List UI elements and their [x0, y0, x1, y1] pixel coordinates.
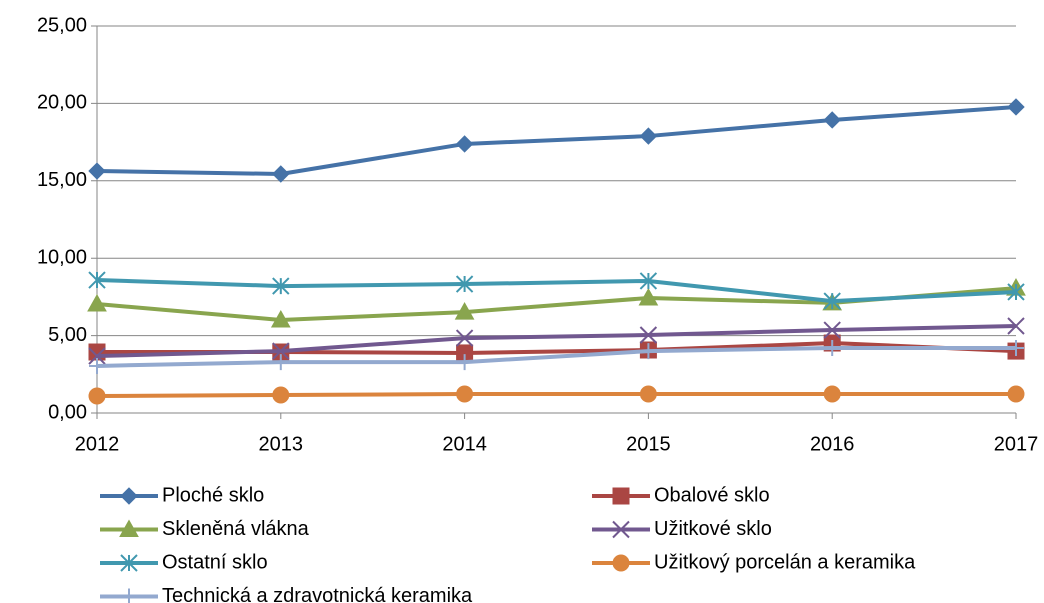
legend-label: Užitkové sklo: [654, 518, 772, 540]
data-point: [454, 302, 475, 320]
data-point: [824, 339, 841, 356]
x-tick-label: 2014: [442, 433, 487, 455]
data-point: [639, 326, 658, 344]
legend-marker: [612, 487, 630, 505]
series-line: [96, 391, 1016, 398]
data-point: [272, 342, 290, 360]
series-line: [96, 324, 1017, 359]
data-point: [272, 354, 289, 371]
data-point: [455, 329, 474, 347]
data-point: [823, 321, 841, 339]
x-tick-label: 2015: [626, 433, 671, 455]
y-tick-label: 15,00: [37, 169, 87, 191]
x-tick-label: 2012: [75, 433, 120, 455]
data-point: [88, 271, 106, 289]
data-point: [455, 275, 474, 293]
series-line: [96, 286, 1017, 322]
legend-marker: [120, 487, 138, 505]
x-tick-label: 2013: [259, 433, 304, 455]
y-tick-label: 10,00: [37, 246, 87, 268]
data-point: [639, 272, 658, 290]
data-point: [639, 385, 657, 403]
legend-label: Užitkový porcelán a keramika: [654, 551, 916, 573]
data-point: [639, 127, 658, 145]
legend-marker: [120, 554, 138, 572]
legend-label: Ploché sklo: [162, 484, 264, 506]
legend-label: Skleněná vlákna: [162, 518, 310, 540]
series-line: [96, 278, 1017, 304]
data-point: [270, 309, 291, 328]
data-point: [1007, 283, 1025, 301]
legend-label: Obalové sklo: [654, 484, 770, 506]
data-point: [88, 162, 106, 180]
data-point: [638, 287, 659, 306]
data-point: [456, 354, 473, 371]
data-point: [640, 343, 657, 360]
y-tick-label: 25,00: [37, 14, 87, 36]
data-point: [88, 347, 106, 365]
x-tick-label: 2017: [994, 433, 1039, 455]
legend-marker: [121, 588, 137, 603]
legend-marker: [612, 554, 630, 572]
data-point: [1007, 317, 1025, 335]
series-line: [96, 104, 1017, 176]
data-point: [823, 385, 841, 403]
y-tick-label: 0,00: [48, 401, 87, 423]
data-point: [823, 292, 841, 310]
data-point: [272, 386, 290, 404]
data-point: [87, 294, 107, 312]
data-point: [1007, 98, 1025, 116]
y-tick-label: 5,00: [48, 324, 87, 346]
data-point: [1008, 339, 1024, 356]
x-tick-label: 2016: [810, 433, 855, 455]
legend-label: Ostatní sklo: [162, 551, 268, 573]
y-tick-label: 20,00: [37, 92, 87, 114]
legend-marker: [119, 519, 139, 537]
legend-marker: [612, 520, 630, 539]
data-point: [1007, 385, 1025, 403]
series-line: [96, 345, 1016, 368]
data-point: [89, 357, 105, 374]
data-point: [455, 135, 474, 153]
data-point: [88, 387, 106, 405]
data-point: [272, 165, 290, 183]
data-point: [456, 385, 474, 403]
data-point: [823, 111, 841, 129]
data-point: [272, 277, 290, 295]
legend-label: Technická a zdravotnická keramika: [162, 585, 473, 603]
